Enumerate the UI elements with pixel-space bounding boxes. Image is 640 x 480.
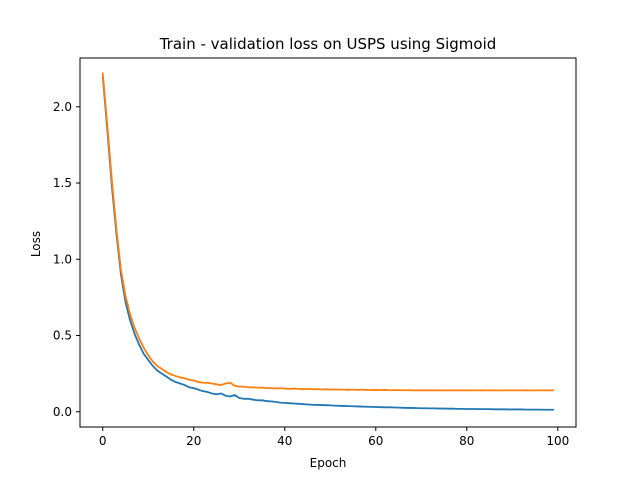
y-tick-label: 0.0 [53, 405, 72, 419]
y-tick-label: 2.0 [53, 100, 72, 114]
y-tick-label: 1.0 [53, 252, 72, 266]
x-tick-label: 40 [277, 434, 292, 448]
y-tick-label: 1.5 [53, 176, 72, 190]
x-tick-label: 100 [546, 434, 569, 448]
plot-area: 0 20 40 60 80 100 0.0 0.5 1.0 1.5 2.0 [53, 57, 577, 448]
series-line-1 [101, 75, 555, 411]
x-tick-label: 60 [368, 434, 383, 448]
series-line-2 [101, 72, 555, 392]
y-tick-label: 0.5 [53, 329, 72, 343]
x-tick-label: 20 [186, 434, 201, 448]
y-axis-label: Loss [29, 231, 43, 257]
x-tick-label: 80 [459, 434, 474, 448]
plot-frame [79, 57, 577, 428]
chart-title: Train - validation loss on USPS using Si… [159, 35, 497, 53]
x-tick-label: 0 [99, 434, 107, 448]
x-axis-label: Epoch [310, 456, 347, 470]
